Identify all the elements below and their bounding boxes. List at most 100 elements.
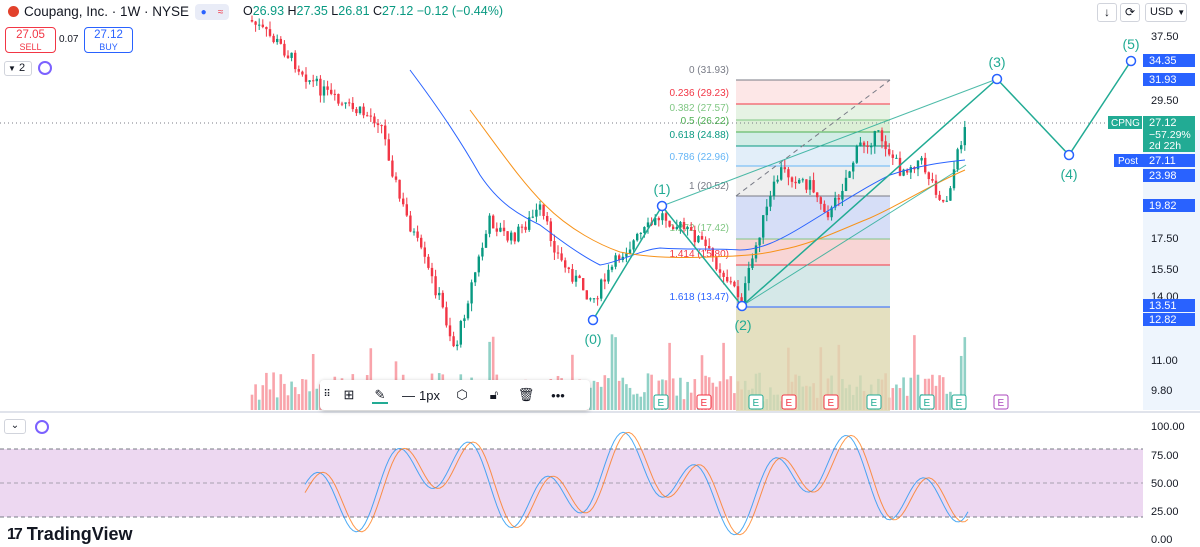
drag-handle-icon[interactable]: ⠿ — [323, 389, 331, 400]
volume-bar — [589, 387, 592, 410]
volume-bar — [297, 394, 301, 410]
candle-body — [423, 247, 426, 257]
wave-icon: ≈ — [217, 6, 224, 18]
pane-collapse-button[interactable]: ⌄ — [4, 419, 26, 434]
blue-dot-icon: ● — [200, 6, 207, 18]
candle-body — [398, 179, 401, 199]
candle-body — [434, 276, 437, 296]
earnings-marker[interactable] — [653, 394, 669, 410]
volume-bar — [625, 384, 628, 410]
candle-body — [639, 232, 642, 234]
candle-body — [697, 236, 700, 243]
candle-body — [848, 171, 851, 178]
earnings-marker-label: E — [701, 398, 708, 409]
template-icon[interactable]: ⊞ — [343, 387, 355, 402]
volume-bar — [265, 372, 268, 410]
volume-bar — [722, 342, 725, 410]
candle-body — [751, 258, 754, 268]
candle-body — [726, 276, 729, 282]
volume-bar — [268, 389, 272, 410]
candle-body — [646, 222, 650, 228]
more-icon[interactable]: ••• — [551, 387, 565, 403]
sell-price: 27.05 — [16, 29, 45, 41]
price-axis-label: 31.93 — [1149, 74, 1177, 86]
fibonacci-extension[interactable]: 0 (31.93) 0.236 (29.23) 0.382 (27.57) 0.5 (… — [670, 65, 891, 411]
symbol-title[interactable]: Coupang, Inc. · 1W · NYSE — [24, 4, 190, 19]
candle-body — [787, 169, 790, 178]
trash-icon[interactable]: 🗑︎ — [517, 387, 535, 402]
volume-bar — [315, 388, 319, 410]
candle-body — [765, 206, 768, 216]
price-tick-label: 17.50 — [1151, 233, 1179, 245]
earnings-marker[interactable] — [823, 394, 839, 410]
candle-body — [481, 247, 484, 257]
volume-bar — [718, 381, 722, 410]
candle-body — [380, 125, 383, 127]
compare-pill[interactable]: ● ≈ — [195, 4, 229, 20]
stochastic-rsi-pane[interactable]: 100.00 75.00 50.00 25.00 0.00 — [0, 421, 1185, 546]
earnings-marker[interactable] — [951, 394, 967, 410]
candle-body — [438, 292, 441, 296]
price-axis-label-bg — [1143, 199, 1195, 212]
candle-body — [441, 292, 444, 308]
fib-level-label: 0.236 (29.23) — [670, 88, 730, 99]
volume-bar — [927, 378, 931, 410]
candle-body — [492, 215, 495, 229]
earnings-marker-label: E — [658, 398, 665, 409]
earnings-marker[interactable] — [993, 394, 1009, 410]
candle-body — [625, 253, 628, 257]
settings-icon[interactable]: ⬡ — [456, 387, 468, 402]
elliott-wave[interactable]: (0) (1) (2) (3) (4) (5) — [584, 36, 1139, 347]
candle-body — [715, 257, 718, 270]
candle-body — [254, 21, 257, 25]
volume-bar — [905, 395, 909, 410]
volume-bar — [617, 380, 621, 410]
volume-bar — [369, 348, 373, 410]
line-width-button[interactable]: —1px — [402, 387, 440, 403]
earnings-marker[interactable] — [696, 394, 712, 410]
volume-bar — [963, 337, 967, 410]
candle-body — [794, 181, 797, 184]
wave-label-3: (3) — [988, 54, 1005, 70]
candle-body — [250, 20, 254, 22]
fullscreen-button[interactable]: ⟳ — [1120, 3, 1140, 22]
candle-body — [952, 169, 956, 189]
chevron-down-icon: ▼ — [8, 64, 16, 73]
refresh-icon[interactable] — [38, 61, 52, 75]
pen-color-icon[interactable]: ✎ — [364, 380, 396, 410]
candle-body — [330, 89, 333, 94]
candle-body — [409, 215, 412, 232]
volume-bar — [715, 386, 718, 410]
candle-body — [416, 231, 419, 238]
tradingview-logo[interactable]: 17 TradingView — [7, 524, 133, 545]
candle-body — [672, 226, 675, 230]
earnings-marker-label: E — [924, 398, 931, 409]
candle-body — [268, 29, 272, 36]
osc-tick-label: 100.00 — [1151, 421, 1185, 433]
earnings-marker[interactable] — [919, 394, 935, 410]
candle-body — [553, 241, 556, 253]
currency-selector[interactable]: USD ▼ — [1145, 3, 1187, 22]
candle-body — [722, 272, 725, 277]
buy-button[interactable]: 27.12 BUY — [84, 27, 133, 53]
pane-refresh-icon[interactable] — [35, 420, 49, 434]
candle-body — [682, 221, 686, 230]
indicators-toggle[interactable]: ▼ 2 — [4, 61, 32, 76]
volume-bar — [599, 386, 603, 410]
earnings-marker[interactable] — [866, 394, 882, 410]
candle-body — [798, 179, 801, 184]
volume-bar — [949, 391, 952, 410]
price-axis-label-bg — [1143, 299, 1195, 312]
candle-body — [560, 253, 563, 261]
earnings-marker[interactable] — [748, 394, 764, 410]
candle-body — [279, 38, 282, 44]
earnings-marker[interactable] — [781, 394, 797, 410]
candle-body — [412, 231, 416, 233]
candle-body — [582, 278, 585, 291]
coupang-logo-icon — [8, 6, 19, 17]
unlock-icon[interactable]: 🔓︎ — [489, 387, 499, 402]
sell-button[interactable]: 27.05 SELL — [5, 27, 56, 53]
download-button[interactable]: ↓ — [1097, 3, 1117, 22]
